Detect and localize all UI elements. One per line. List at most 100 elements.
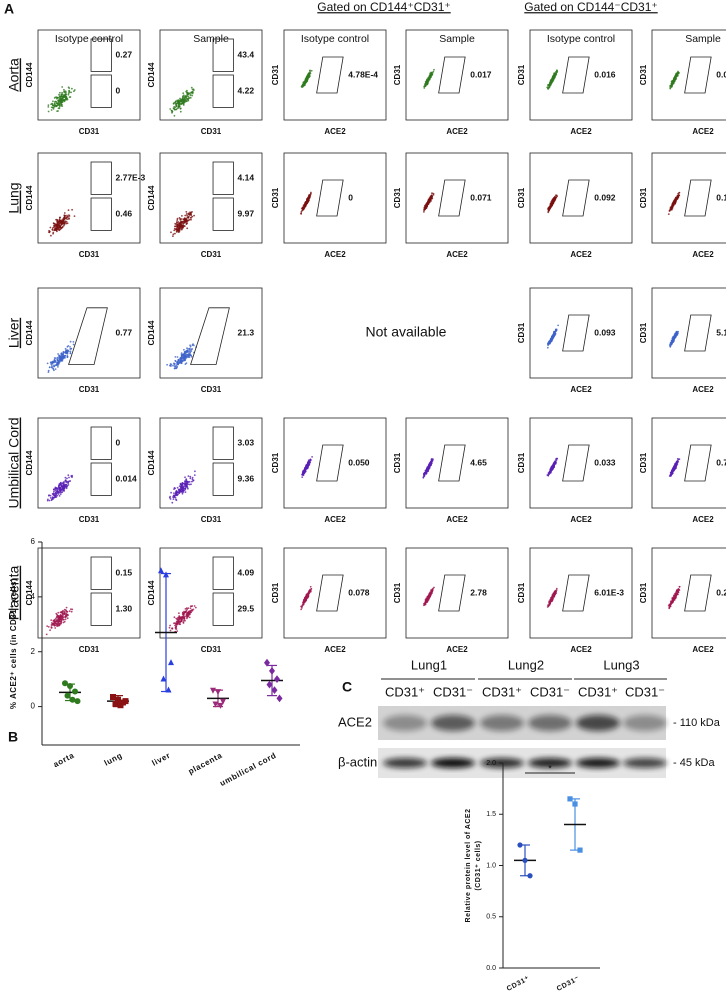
event-dot [547, 605, 550, 608]
flow-plot: 0.73 [651, 417, 726, 509]
event-dot [183, 94, 185, 97]
event-dot [63, 224, 65, 227]
event-dot [50, 363, 53, 366]
event-dot [174, 101, 177, 104]
event-dot [184, 610, 187, 613]
event-dot [308, 460, 311, 463]
event-dot [66, 345, 69, 348]
y-axis-label: CD31 [271, 452, 280, 473]
event-dot [68, 96, 71, 98]
event-dot [425, 601, 427, 603]
event-dot [672, 340, 675, 343]
event-dot [186, 613, 188, 615]
event-dot [184, 619, 186, 622]
event-dot [176, 217, 179, 220]
y-axis-label: CD31 [639, 582, 648, 603]
dot [69, 696, 76, 703]
event-dot [52, 232, 54, 235]
event-dot [169, 108, 172, 110]
gate [316, 444, 344, 482]
event-dot [431, 460, 433, 462]
y-axis-label: CD144 [147, 320, 156, 345]
event-dot [187, 99, 190, 102]
event-dot [669, 475, 672, 477]
event-dot [54, 627, 57, 629]
event-dot [301, 209, 304, 212]
event-dot [60, 615, 62, 618]
event-dot [176, 226, 179, 228]
event-dot [62, 618, 65, 621]
y-axis-label: (CD31⁺ cells) [475, 840, 482, 890]
event-dot [66, 613, 69, 616]
event-dot [185, 478, 188, 480]
event-dot [187, 348, 190, 350]
event-dot [59, 228, 62, 231]
event-dot [672, 470, 675, 473]
flow-plot: 5.17 [651, 287, 726, 379]
gate [684, 56, 712, 94]
x-axis-label: ACE2 [570, 385, 592, 394]
gate [562, 444, 590, 482]
y-tick-label: 6 [31, 537, 36, 546]
event-dot [300, 608, 302, 611]
event-dot [193, 344, 195, 347]
event-dot [63, 223, 66, 226]
event-dot [68, 218, 70, 220]
dot [122, 698, 129, 705]
plot-frame [283, 417, 387, 509]
event-dot [56, 225, 58, 228]
dot [163, 571, 169, 578]
event-dot [188, 483, 191, 486]
x-axis-label: ACE2 [570, 645, 592, 654]
plot-frame [37, 152, 141, 244]
event-dot [67, 86, 70, 89]
event-dot [188, 214, 191, 216]
event-dot [61, 103, 63, 106]
significance-label: * [548, 763, 552, 773]
event-dot [60, 622, 62, 625]
dot [274, 675, 280, 684]
event-dot [55, 618, 57, 621]
event-dot [178, 101, 181, 104]
plot-frame [651, 417, 726, 509]
event-dot [181, 99, 183, 102]
event-dot [186, 220, 189, 223]
dot [110, 693, 116, 700]
event-dot [65, 96, 68, 99]
y-tick-label: 1.5 [486, 811, 496, 818]
event-dot [191, 605, 194, 607]
flow-plot: 0 [283, 152, 387, 244]
flow-plot: 2.77E-30.46 [37, 152, 146, 244]
gate-value: 1.30 [116, 603, 133, 613]
event-dot [189, 349, 191, 351]
event-dot [427, 466, 429, 469]
dot [67, 683, 73, 690]
event-dot [423, 206, 426, 209]
event-dot [54, 364, 57, 367]
event-dot [193, 214, 196, 217]
event-dot [60, 619, 63, 621]
event-dot [185, 607, 188, 610]
gate-value: 0.071 [470, 192, 492, 202]
gate-value: 9.97 [238, 208, 255, 218]
event-dot [308, 590, 311, 593]
lane-group: Lung3 [603, 657, 639, 672]
event-dot [676, 591, 679, 593]
note: Not available [366, 324, 447, 340]
event-dot [678, 191, 681, 194]
event-dot [675, 463, 678, 466]
event-dot [63, 212, 66, 214]
event-dot [59, 493, 62, 495]
event-dot [64, 479, 67, 482]
event-dot [547, 343, 549, 346]
event-dot [172, 233, 175, 236]
event-dot [71, 608, 74, 611]
panel-label: A [4, 1, 14, 17]
event-dot [175, 498, 177, 501]
event-dot [54, 491, 57, 494]
y-axis-label: CD144 [25, 62, 34, 87]
event-dot [185, 362, 188, 364]
flow-plot: 0.050 [283, 417, 387, 509]
event-dot [675, 333, 677, 336]
event-dot [175, 366, 178, 369]
